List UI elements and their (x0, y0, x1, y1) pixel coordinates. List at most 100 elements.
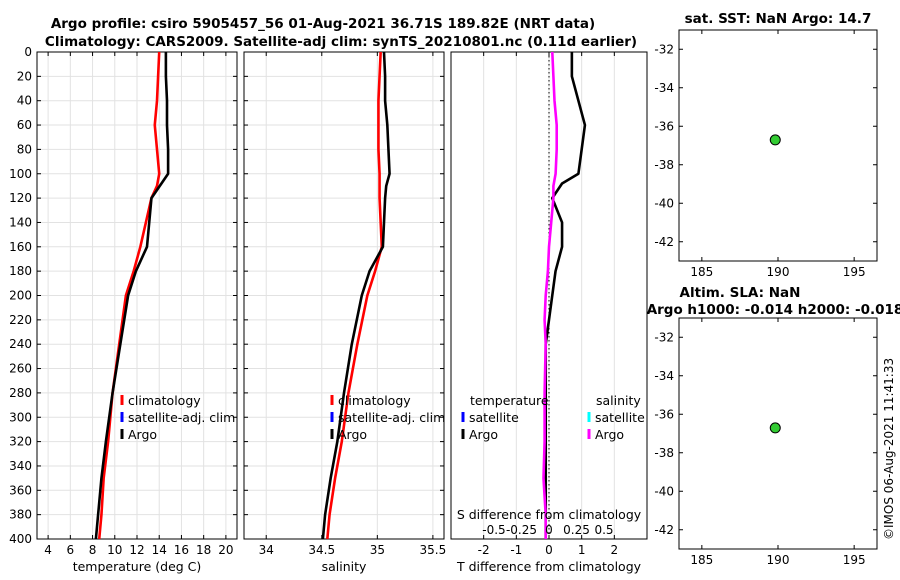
difference-s-xtick-label: 0.25 (563, 523, 590, 537)
sla_location-ytick-label: -38 (654, 446, 674, 460)
sst_location-xtick-label: 190 (767, 265, 790, 279)
salinity-xlabel: salinity (322, 559, 367, 574)
sst_location-ytick-label: -36 (654, 119, 674, 133)
temperature-legend-label: satellite-adj. clim (128, 410, 235, 425)
difference-temperature-legend-label: Argo (469, 427, 498, 442)
salinity-climatology-line (326, 51, 384, 540)
sla_location-ytick-label: -32 (654, 330, 674, 344)
temperature-ytick-label: 60 (17, 118, 32, 132)
temperature-argo-line (94, 52, 170, 540)
temperature-ytick-label: 120 (9, 191, 32, 205)
temperature-ytick-label: 280 (9, 386, 32, 400)
temperature-ytick-label: 180 (9, 264, 32, 278)
temperature-xtick-label: 14 (152, 543, 167, 557)
temperature-legend-label: climatology (128, 393, 201, 408)
difference_from_climatology-xtick-label: -1 (510, 543, 522, 557)
sst_location-frame (678, 29, 878, 262)
difference-temperature-argo-line (544, 52, 587, 539)
temperature-ytick-label: 200 (9, 289, 32, 303)
temperature-climatology-line (97, 51, 161, 540)
temperature-ytick-label: 40 (17, 94, 32, 108)
difference_from_climatology-xtick-label: 1 (578, 543, 586, 557)
difference-legend-temperature-header: temperature (470, 393, 549, 408)
temperature-ytick-label: 80 (17, 142, 32, 156)
difference-salinity-argo-line (542, 51, 559, 539)
temperature-ytick-label: 400 (9, 532, 32, 546)
difference_from_climatology-axes: -2 -1 0 1 2 T difference from climatology S di… (450, 51, 648, 574)
sla-title-line2: Argo h1000: -0.014 h2000: -0.018 (647, 302, 900, 318)
sla_location-xtick-label: 190 (767, 553, 790, 567)
temperature-axes: 4 6 8 10 12 14 16 18 200204060801001201401601802… (9, 45, 238, 574)
temperature-ytick-label: 100 (9, 167, 32, 181)
sst_location-ytick-label: -38 (654, 158, 674, 172)
salinity-xtick-label: 35.5 (420, 543, 447, 557)
sst_location-ytick-label: -32 (654, 42, 674, 56)
salinity-argo-line (321, 51, 391, 540)
temperature-xtick-label: 8 (89, 543, 97, 557)
difference-s-xtick-label: -0.25 (506, 523, 537, 537)
difference-salinity-legend-label: Argo (595, 427, 624, 442)
temperature-legend-label: Argo (128, 427, 157, 442)
temperature-xtick-label: 16 (174, 543, 189, 557)
salinity-legend-label: satellite-adj. clim (338, 410, 445, 425)
sst_location-ytick-label: -42 (654, 235, 674, 249)
temperature-ytick-label: 360 (9, 483, 32, 497)
sst_location-point (769, 134, 781, 146)
temperature-xtick-label: 10 (107, 543, 122, 557)
temperature-ytick-label: 380 (9, 508, 32, 522)
sst_location-xtick-label: 185 (690, 265, 713, 279)
difference_from_climatology-xtick-label: -2 (478, 543, 490, 557)
difference-salinity-legend-label: satellite (595, 410, 645, 425)
salinity-xtick-label: 34 (259, 543, 274, 557)
temperature-xtick-label: 6 (67, 543, 75, 557)
sla_location-frame (678, 317, 878, 550)
salinity-legend-label: Argo (338, 427, 367, 442)
sla_location-point (769, 422, 781, 434)
difference-s-xtick-label: 0 (545, 523, 553, 537)
sst_location-axes: 185 190 195 -32 -34 -36 -38 -40 -42 (654, 29, 878, 279)
temperature-ytick-label: 340 (9, 459, 32, 473)
temperature-ytick-label: 140 (9, 215, 32, 229)
temperature-ytick-label: 300 (9, 410, 32, 424)
difference-s-xlabel: S difference from climatology (457, 507, 642, 522)
temperature-ytick-label: 160 (9, 240, 32, 254)
sla_location-ytick-label: -40 (654, 484, 674, 498)
difference-s-xtick-label: -0.5 (482, 523, 505, 537)
temperature-ytick-label: 320 (9, 435, 32, 449)
difference-temperature-legend-label: satellite (469, 410, 519, 425)
salinity-xtick-label: 35 (370, 543, 385, 557)
salinity-axes: 34 34.5 35 35.5 salinity climatology satellite… (243, 51, 447, 574)
temperature-xtick-label: 12 (129, 543, 144, 557)
salinity-legend-label: climatology (338, 393, 411, 408)
sla_location-ytick-label: -34 (654, 369, 674, 383)
sst_location-xtick-label: 195 (843, 265, 866, 279)
imos-timestamp: ©IMOS 06-Aug-2021 11:41:33 (882, 358, 896, 540)
temperature-xtick-label: 20 (218, 543, 233, 557)
difference-legend-salinity-header: salinity (596, 393, 641, 408)
temperature-ytick-label: 260 (9, 362, 32, 376)
temperature-ytick-label: 0 (24, 45, 32, 59)
temperature-frame (36, 51, 238, 540)
sla_location-ytick-label: -42 (654, 523, 674, 537)
sst_location-ytick-label: -34 (654, 81, 674, 95)
sst-title: sat. SST: NaN Argo: 14.7 (685, 11, 872, 27)
sla_location-xtick-label: 185 (690, 553, 713, 567)
salinity-xtick-label: 34.5 (308, 543, 335, 557)
title-line1: Argo profile: csiro 5905457_56 01-Aug-20… (51, 16, 595, 32)
temperature-ytick-label: 20 (17, 69, 32, 83)
salinity-frame (243, 51, 445, 540)
temperature-xtick-label: 4 (44, 543, 52, 557)
sla_location-xtick-label: 195 (843, 553, 866, 567)
difference_from_climatology-xlabel: T difference from climatology (456, 559, 642, 574)
temperature-xlabel: temperature (deg C) (73, 559, 202, 574)
temperature-ytick-label: 240 (9, 337, 32, 351)
sst_location-ytick-label: -40 (654, 196, 674, 210)
temperature-xtick-label: 18 (196, 543, 211, 557)
sla_location-axes: 185 190 195 -32 -34 -36 -38 -40 -42 (654, 317, 878, 567)
difference_from_climatology-xtick-label: 2 (611, 543, 619, 557)
sla_location-ytick-label: -36 (654, 407, 674, 421)
title-line2: Climatology: CARS2009. Satellite-adj cli… (45, 34, 637, 50)
difference-s-xtick-label: 0.5 (594, 523, 613, 537)
temperature-ytick-label: 220 (9, 313, 32, 327)
